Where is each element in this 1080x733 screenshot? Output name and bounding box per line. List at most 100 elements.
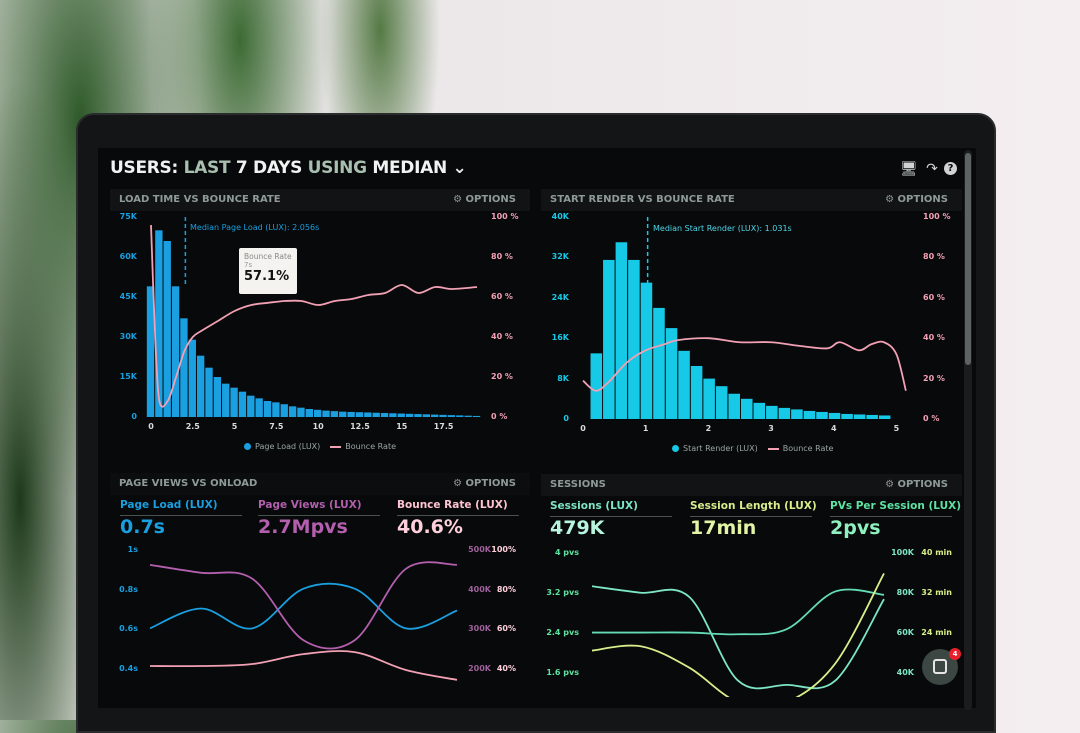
kpi-value: 2pvs — [830, 517, 881, 539]
legend-swatch — [767, 447, 779, 450]
histogram-bar — [171, 286, 180, 417]
histogram-bar — [339, 411, 347, 417]
histogram-bar — [280, 404, 288, 417]
histogram-bar — [628, 259, 640, 419]
histogram-bar — [778, 407, 791, 419]
options-button[interactable]: ⚙ OPTIONS — [885, 479, 948, 490]
kpi-label: Session Length (LUX) — [690, 500, 817, 517]
y-tick-label-right: 100 % — [923, 212, 951, 221]
legend-label: Bounce Rate — [345, 442, 397, 451]
kpi-bounce-rate: Bounce Rate (LUX) 40.6% — [397, 499, 519, 538]
histogram-bar — [464, 415, 472, 417]
histogram-bar — [188, 339, 196, 417]
series-line — [149, 650, 458, 681]
panel-title: START RENDER VS BOUNCE RATE — [550, 194, 735, 205]
y-tick-label-left: 8K — [557, 373, 569, 383]
panel-title: SESSIONS — [550, 479, 606, 490]
legend-swatch — [330, 445, 342, 448]
y-tick-label-right: 32 min — [921, 588, 952, 597]
share-icon[interactable]: ↷ — [926, 161, 938, 177]
y-tick-label-left: 4 pvs — [554, 548, 579, 557]
series-line — [149, 561, 458, 650]
x-tick-label: 10 — [312, 422, 324, 431]
y-tick-label-left: 32K — [551, 252, 569, 262]
y-tick-label-left: 0 — [131, 412, 137, 421]
y-tick-label-left: 0.6s — [119, 624, 138, 633]
tooltip-value: 57.1% — [244, 269, 290, 284]
monitor-icon[interactable]: 🖥 — [900, 161, 918, 177]
histogram-bar — [405, 413, 414, 417]
y-tick-label-left: 60K — [119, 252, 137, 261]
y-tick-label-right: 60% — [496, 624, 516, 633]
y-tick-label-left: 0.4s — [119, 663, 138, 673]
options-button[interactable]: ⚙ OPTIONS — [453, 478, 516, 489]
histogram-bar — [180, 318, 188, 417]
title-stat[interactable]: MEDIAN — [372, 158, 447, 178]
histogram-bar — [653, 307, 665, 419]
panel-header-pageviews: PAGE VIEWS VS ONLOAD ⚙ OPTIONS — [110, 473, 530, 495]
histogram-bar — [456, 415, 464, 417]
chevron-down-icon[interactable]: ⌄ — [452, 158, 467, 178]
histogram-bar — [866, 414, 878, 419]
dashboard-title[interactable]: USERS: LAST 7 DAYS USING MEDIAN ⌄ — [110, 158, 467, 178]
histogram-bar — [740, 398, 753, 419]
bounce-rate-line — [150, 224, 478, 408]
histogram-bar — [791, 409, 803, 419]
y-tick-label-right: 80% — [496, 584, 516, 594]
legend-swatch — [244, 443, 251, 450]
title-using: USING — [307, 158, 367, 178]
x-tick-label: 2 — [705, 424, 712, 433]
histogram-bar — [155, 230, 163, 417]
histogram-bar — [615, 242, 628, 419]
x-tick-label: 7.5 — [269, 422, 284, 431]
histogram-bar — [414, 414, 422, 417]
y-tick-label-left: 1s — [127, 545, 138, 554]
histogram-bar — [247, 395, 255, 417]
scrollbar[interactable] — [964, 150, 972, 710]
scrollbar-thumb[interactable] — [965, 153, 971, 365]
kpi-page-views: Page Views (LUX) 2.7Mpvs — [258, 499, 380, 538]
y-tick-label-left: 1.6 pvs — [546, 668, 579, 677]
legend-label: Start Render (LUX) — [683, 444, 758, 453]
title-range[interactable]: 7 DAYS — [235, 158, 303, 178]
y-tick-label-right: 0 % — [491, 412, 508, 421]
x-tick-label: 3 — [768, 424, 774, 433]
histogram-bar — [665, 328, 678, 419]
y-tick-label-right: 24 min — [921, 628, 952, 637]
y-tick-label-right: 60K — [896, 628, 914, 637]
x-tick-label: 17.5 — [433, 422, 454, 431]
options-button[interactable]: ⚙ OPTIONS — [453, 194, 516, 205]
y-tick-label-right: 500K — [468, 545, 491, 554]
histogram-bar — [715, 386, 728, 419]
y-tick-label-right: 80 % — [491, 252, 513, 261]
kpi-session-length: Session Length (LUX) 17min — [690, 500, 817, 539]
y-tick-label-right: 40 % — [923, 333, 945, 343]
tooltip: Bounce Rate 7s 57.1% — [239, 248, 297, 294]
y-tick-label-left: 16K — [551, 333, 569, 343]
help-icon[interactable]: ? — [944, 162, 957, 175]
histogram-bar — [230, 387, 238, 417]
kpi-value: 479K — [550, 517, 605, 539]
legend-label: Bounce Rate — [782, 444, 834, 453]
histogram-bar — [389, 413, 397, 417]
y-tick-label-right: 40 % — [491, 332, 513, 341]
histogram-bar — [196, 355, 205, 417]
histogram-bar — [803, 410, 816, 419]
kpi-label: Bounce Rate (LUX) — [397, 499, 519, 516]
histogram-bar — [590, 353, 603, 419]
legend-render: Start Render (LUX) Bounce Rate — [672, 444, 833, 453]
y-tick-label-left: 45K — [119, 292, 137, 301]
panel-header-sessions: SESSIONS ⚙ OPTIONS — [541, 474, 962, 496]
title-last: LAST — [183, 158, 231, 178]
median-label: Median Page Load (LUX): 2.056s — [190, 223, 320, 232]
series-line — [591, 573, 885, 697]
legend-swatch — [672, 445, 679, 452]
options-button[interactable]: ⚙ OPTIONS — [885, 194, 948, 205]
histogram-bar — [263, 401, 272, 417]
y-tick-label-left: 15K — [119, 372, 137, 381]
panel-title: LOAD TIME VS BOUNCE RATE — [119, 194, 281, 205]
histogram-bar — [163, 241, 171, 417]
y-tick-label-right: 40K — [896, 668, 914, 677]
y-tick-label-left: 30K — [119, 332, 137, 341]
series-line — [149, 582, 458, 630]
